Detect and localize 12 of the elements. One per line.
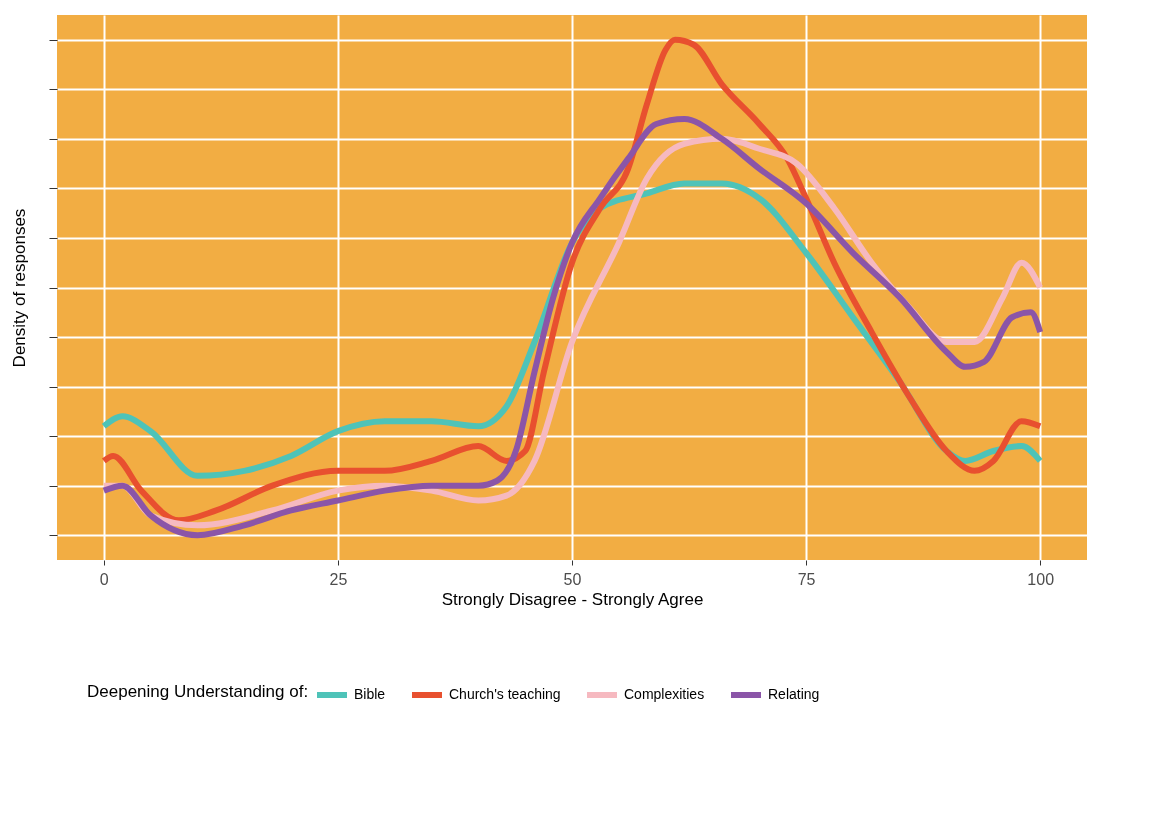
x-tick-label: 0 [99,570,109,588]
x-axis-title: Strongly Disagree - Strongly Agree [441,589,704,609]
x-tick-label: 100 [1027,570,1055,588]
y-axis-title: Density of responses [10,208,29,368]
legend-label: Bible [354,686,386,702]
legend-title: Deepening Understanding of: [87,682,309,701]
x-tick-label: 25 [329,570,348,588]
legend-label: Complexities [624,686,705,702]
legend-label: Relating [768,686,820,702]
x-tick-label: 75 [797,570,816,588]
x-tick-label: 50 [563,570,582,588]
legend-label: Church's teaching [449,686,561,702]
